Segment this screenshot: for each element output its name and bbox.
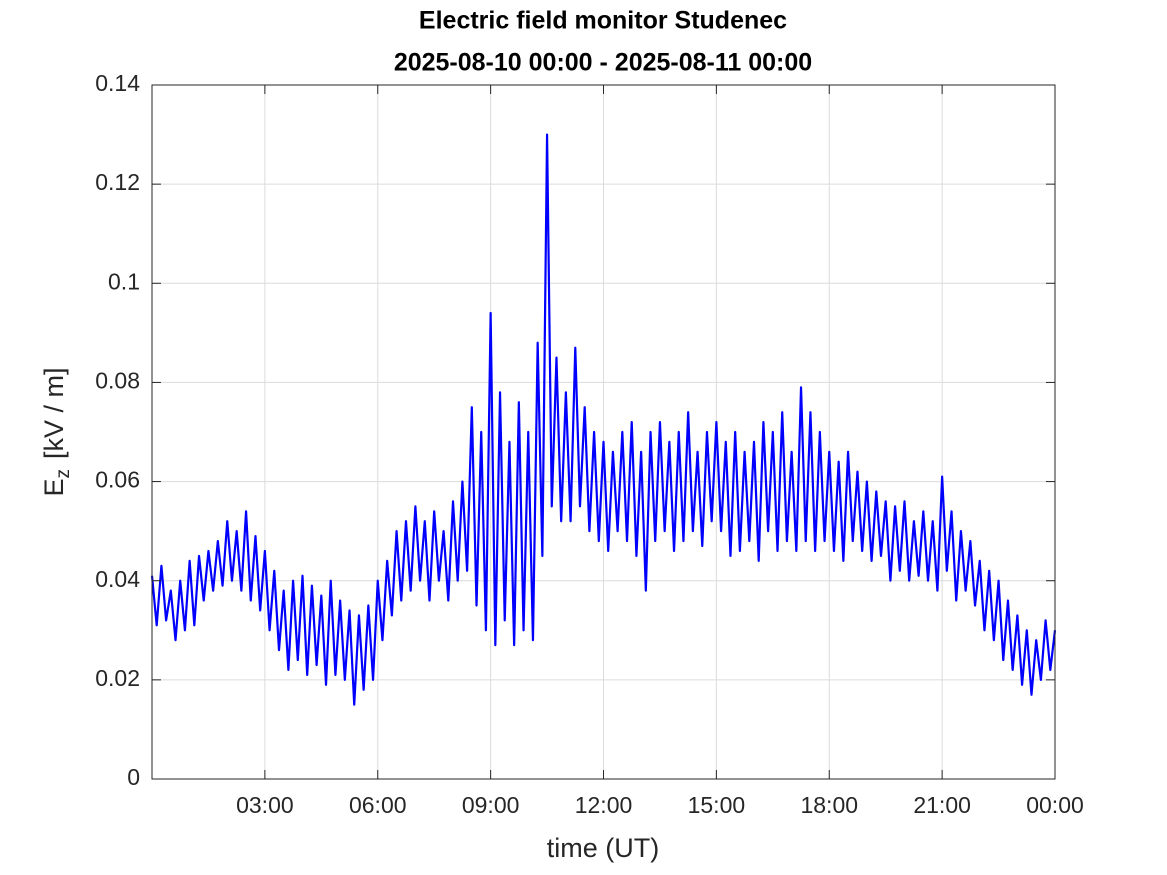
marks	[150, 133, 1057, 706]
x-tick-label: 12:00	[575, 792, 633, 818]
x-tick-label: 18:00	[800, 792, 858, 818]
ticks: 0 0.02 0.04 0.06 0.08 0.1 0.12 0.14 03:00 06:00 09…	[95, 70, 1084, 818]
x-tick-label: 00:00	[1026, 792, 1084, 818]
y-tick-label: 0.08	[95, 368, 140, 394]
y-tick-label: 0.14	[95, 70, 140, 96]
y-axis-label: Ez [kV / m]	[39, 367, 74, 496]
x-tick-label: 06:00	[349, 792, 407, 818]
x-tick-label: 21:00	[913, 792, 971, 818]
chart-subtitle: 2025-08-10 00:00 - 2025-08-11 00:00	[394, 49, 812, 77]
data-line	[150, 133, 1057, 706]
y-tick-label: 0.04	[95, 566, 140, 592]
y-axis-label-subscript: z	[53, 469, 74, 479]
y-tick-label: 0.02	[95, 665, 140, 691]
x-tick-label: 03:00	[236, 792, 294, 818]
chart-title: Electric field monitor Studenec	[419, 7, 787, 35]
x-axis-label: time (UT)	[547, 833, 659, 863]
y-axis-label-main: E	[39, 479, 69, 497]
y-tick-label: 0	[127, 764, 140, 790]
y-tick-label: 0.06	[95, 467, 140, 493]
y-tick-label: 0.1	[108, 268, 140, 294]
x-tick-label: 15:00	[688, 792, 746, 818]
y-tick-label: 0.12	[95, 169, 140, 195]
y-axis-label-unit: [kV / m]	[39, 367, 69, 459]
x-tick-label: 09:00	[462, 792, 520, 818]
